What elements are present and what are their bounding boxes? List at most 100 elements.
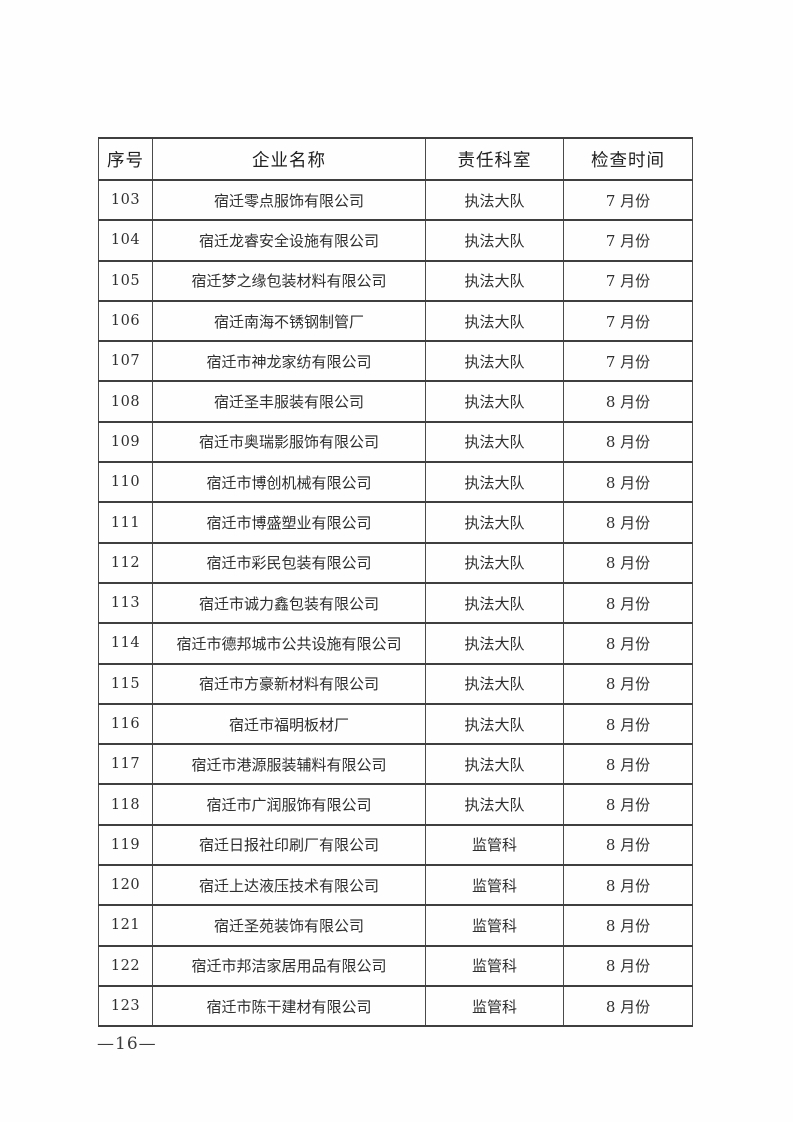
table-row: 108 宿迁圣丰服装有限公司 执法大队 8 月份 <box>98 381 693 422</box>
cell-serial-number: 119 <box>98 824 153 866</box>
cell-company-name: 宿迁市博创机械有限公司 <box>152 462 426 503</box>
cell-department: 执法大队 <box>425 623 564 664</box>
cell-company-name: 宿迁市彩民包装有限公司 <box>152 542 426 583</box>
cell-check-time: 7 月份 <box>563 341 693 382</box>
table-row: 104 宿迁龙睿安全设施有限公司 执法大队 7 月份 <box>98 220 693 261</box>
cell-check-time: 8 月份 <box>563 663 693 704</box>
cell-department: 执法大队 <box>425 542 564 583</box>
cell-company-name: 宿迁市诚力鑫包装有限公司 <box>152 582 426 624</box>
cell-company-name: 宿迁上达液压技术有限公司 <box>152 865 426 906</box>
column-header-department: 责任科室 <box>425 138 564 180</box>
table-row: 115 宿迁市方豪新材料有限公司 执法大队 8 月份 <box>98 663 693 704</box>
cell-serial-number: 117 <box>98 744 153 785</box>
cell-check-time: 8 月份 <box>563 703 693 745</box>
cell-check-time: 8 月份 <box>563 623 693 664</box>
table-header-row: 序号 企业名称 责任科室 检查时间 <box>98 138 693 180</box>
cell-department: 监管科 <box>425 865 564 906</box>
cell-company-name: 宿迁圣苑装饰有限公司 <box>152 905 426 946</box>
cell-company-name: 宿迁市港源服装辅料有限公司 <box>152 744 426 785</box>
cell-serial-number: 114 <box>98 623 153 664</box>
table-row: 103 宿迁零点服饰有限公司 执法大队 7 月份 <box>98 180 693 221</box>
table-row: 123 宿迁市陈干建材有限公司 监管科 8 月份 <box>98 985 693 1027</box>
cell-department: 监管科 <box>425 985 564 1027</box>
table-row: 110 宿迁市博创机械有限公司 执法大队 8 月份 <box>98 462 693 503</box>
cell-serial-number: 104 <box>98 220 153 261</box>
table-row: 122 宿迁市邦洁家居用品有限公司 监管科 8 月份 <box>98 945 693 986</box>
cell-department: 执法大队 <box>425 220 564 261</box>
column-header-serial: 序号 <box>98 138 153 180</box>
cell-check-time: 8 月份 <box>563 502 693 543</box>
cell-serial-number: 113 <box>98 582 153 624</box>
cell-check-time: 8 月份 <box>563 985 693 1027</box>
cell-company-name: 宿迁梦之缘包装材料有限公司 <box>152 260 426 301</box>
cell-check-time: 8 月份 <box>563 824 693 866</box>
cell-department: 执法大队 <box>425 421 564 463</box>
cell-serial-number: 106 <box>98 300 153 342</box>
table-row: 105 宿迁梦之缘包装材料有限公司 执法大队 7 月份 <box>98 260 693 301</box>
cell-company-name: 宿迁市德邦城市公共设施有限公司 <box>152 623 426 664</box>
cell-check-time: 7 月份 <box>563 180 693 221</box>
cell-company-name: 宿迁圣丰服装有限公司 <box>152 381 426 422</box>
cell-check-time: 8 月份 <box>563 905 693 946</box>
cell-company-name: 宿迁市福明板材厂 <box>152 703 426 745</box>
cell-serial-number: 109 <box>98 421 153 463</box>
cell-check-time: 8 月份 <box>563 744 693 785</box>
table-row: 120 宿迁上达液压技术有限公司 监管科 8 月份 <box>98 865 693 906</box>
cell-company-name: 宿迁南海不锈钢制管厂 <box>152 300 426 342</box>
cell-serial-number: 105 <box>98 260 153 301</box>
cell-department: 执法大队 <box>425 260 564 301</box>
table-row: 106 宿迁南海不锈钢制管厂 执法大队 7 月份 <box>98 300 693 342</box>
cell-serial-number: 123 <box>98 985 153 1027</box>
cell-department: 执法大队 <box>425 784 564 825</box>
cell-department: 执法大队 <box>425 300 564 342</box>
cell-department: 执法大队 <box>425 502 564 543</box>
cell-check-time: 8 月份 <box>563 381 693 422</box>
cell-department: 执法大队 <box>425 663 564 704</box>
table-row: 114 宿迁市德邦城市公共设施有限公司 执法大队 8 月份 <box>98 623 693 664</box>
table-header: 序号 企业名称 责任科室 检查时间 <box>98 138 693 180</box>
table-row: 121 宿迁圣苑装饰有限公司 监管科 8 月份 <box>98 905 693 946</box>
cell-check-time: 7 月份 <box>563 220 693 261</box>
cell-department: 监管科 <box>425 824 564 866</box>
cell-serial-number: 108 <box>98 381 153 422</box>
cell-department: 执法大队 <box>425 180 564 221</box>
cell-company-name: 宿迁市广润服饰有限公司 <box>152 784 426 825</box>
cell-serial-number: 103 <box>98 180 153 221</box>
cell-serial-number: 122 <box>98 945 153 986</box>
cell-check-time: 7 月份 <box>563 260 693 301</box>
cell-company-name: 宿迁市神龙家纺有限公司 <box>152 341 426 382</box>
cell-department: 执法大队 <box>425 341 564 382</box>
cell-serial-number: 116 <box>98 703 153 745</box>
cell-serial-number: 112 <box>98 542 153 583</box>
cell-check-time: 7 月份 <box>563 300 693 342</box>
cell-check-time: 8 月份 <box>563 421 693 463</box>
column-header-company: 企业名称 <box>152 138 426 180</box>
table-row: 113 宿迁市诚力鑫包装有限公司 执法大队 8 月份 <box>98 582 693 624</box>
cell-company-name: 宿迁市奥瑞影服饰有限公司 <box>152 421 426 463</box>
cell-company-name: 宿迁市博盛塑业有限公司 <box>152 502 426 543</box>
cell-department: 监管科 <box>425 945 564 986</box>
cell-company-name: 宿迁龙睿安全设施有限公司 <box>152 220 426 261</box>
cell-company-name: 宿迁日报社印刷厂有限公司 <box>152 824 426 866</box>
cell-serial-number: 118 <box>98 784 153 825</box>
inspection-schedule-table: 序号 企业名称 责任科室 检查时间 103 宿迁零点服饰有限公司 执法大队 7 … <box>98 137 693 1027</box>
cell-department: 执法大队 <box>425 744 564 785</box>
table-row: 116 宿迁市福明板材厂 执法大队 8 月份 <box>98 703 693 745</box>
cell-serial-number: 107 <box>98 341 153 382</box>
cell-department: 执法大队 <box>425 381 564 422</box>
cell-company-name: 宿迁零点服饰有限公司 <box>152 180 426 221</box>
cell-serial-number: 121 <box>98 905 153 946</box>
cell-department: 监管科 <box>425 905 564 946</box>
cell-serial-number: 115 <box>98 663 153 704</box>
cell-department: 执法大队 <box>425 703 564 745</box>
cell-check-time: 8 月份 <box>563 582 693 624</box>
cell-serial-number: 111 <box>98 502 153 543</box>
cell-check-time: 8 月份 <box>563 462 693 503</box>
cell-check-time: 8 月份 <box>563 865 693 906</box>
table-row: 109 宿迁市奥瑞影服饰有限公司 执法大队 8 月份 <box>98 421 693 463</box>
cell-company-name: 宿迁市陈干建材有限公司 <box>152 985 426 1027</box>
cell-check-time: 8 月份 <box>563 784 693 825</box>
cell-company-name: 宿迁市方豪新材料有限公司 <box>152 663 426 704</box>
column-header-time: 检查时间 <box>563 138 693 180</box>
